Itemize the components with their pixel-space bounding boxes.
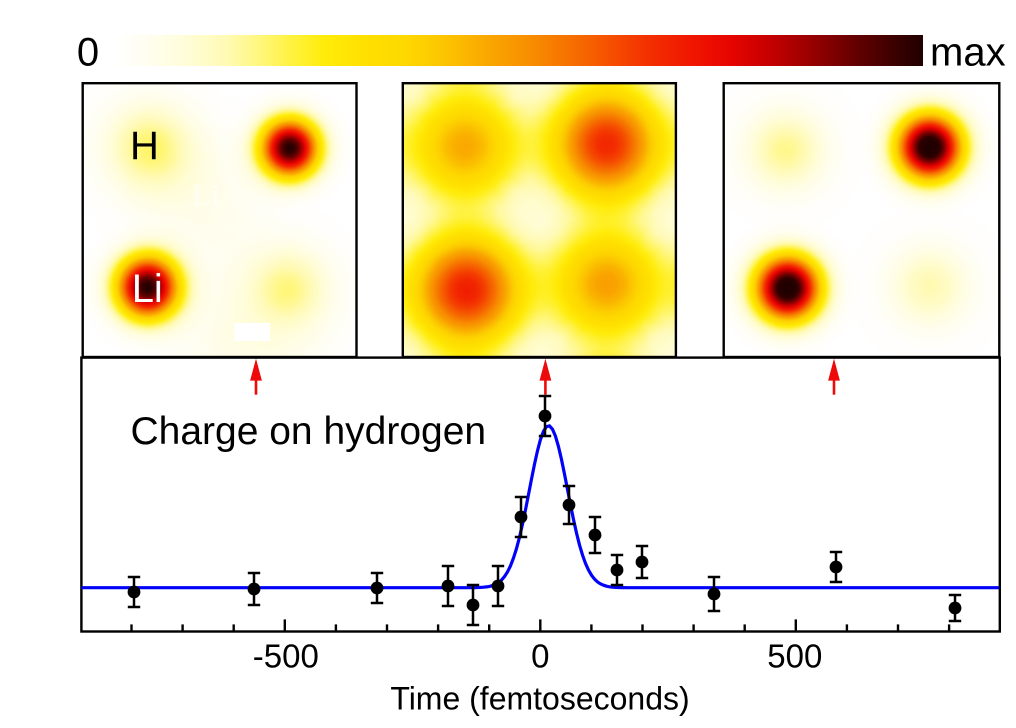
svg-text:Time (femtoseconds): Time (femtoseconds) xyxy=(390,681,689,717)
svg-text:Li: Li xyxy=(132,267,163,311)
svg-text:-500: -500 xyxy=(253,638,319,675)
svg-text:0: 0 xyxy=(531,638,549,675)
svg-text:max: max xyxy=(930,31,1006,75)
svg-text:0: 0 xyxy=(77,31,99,75)
svg-text:Li: Li xyxy=(192,177,220,212)
svg-text:Charge on hydrogen: Charge on hydrogen xyxy=(131,410,487,453)
svg-text:H: H xyxy=(130,124,159,168)
svg-text:500: 500 xyxy=(767,638,822,675)
